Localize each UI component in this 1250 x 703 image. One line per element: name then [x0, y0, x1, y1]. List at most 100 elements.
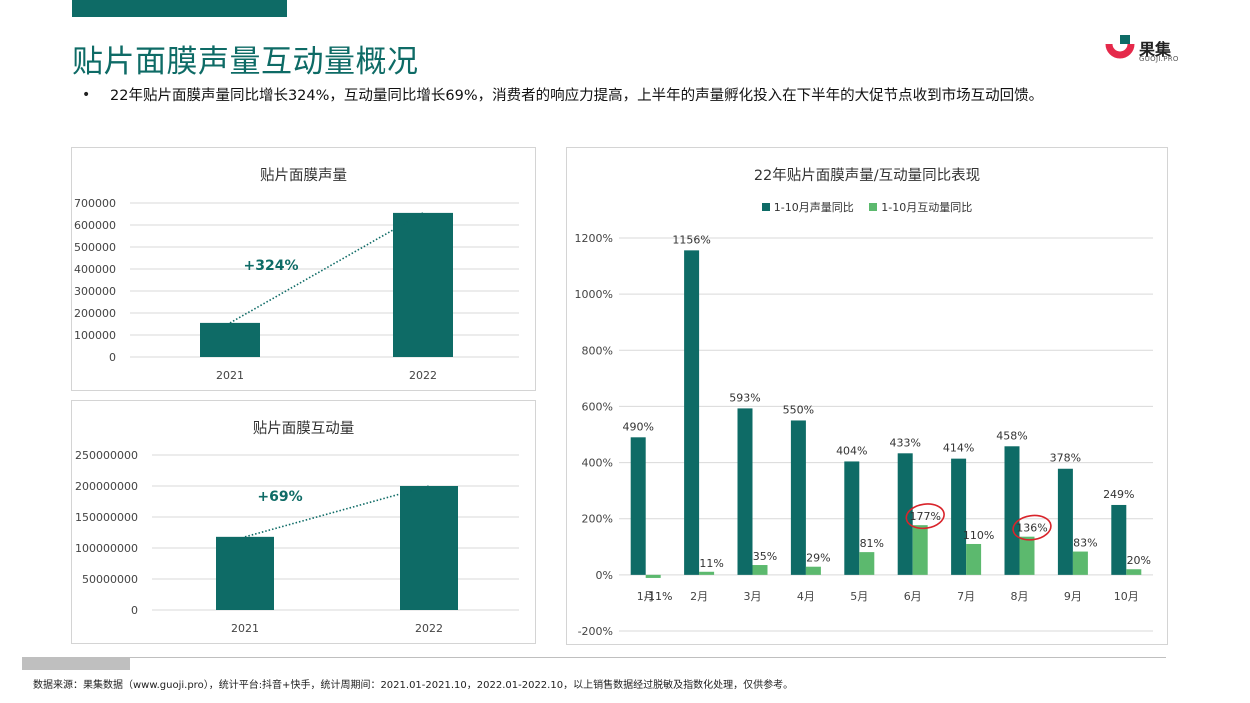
y-tick-label: 400000 [74, 263, 116, 276]
data-source-note: 数据来源：果集数据（www.guoji.pro），统计平台:抖音+快手，统计周期… [33, 680, 794, 691]
data-label: 458% [996, 429, 1027, 442]
bar [216, 536, 274, 610]
y-tick-label: 300000 [74, 285, 116, 298]
header-accent-bar [72, 0, 287, 17]
y-tick-label: 0 [131, 604, 138, 617]
growth-annotation: +324% [244, 258, 299, 274]
footer-divider [130, 657, 1166, 658]
x-tick-label: 8月 [1011, 590, 1029, 603]
x-tick-label: 9月 [1064, 590, 1082, 603]
chart-title: 22年贴片面膜声量/互动量同比表现 [753, 168, 981, 184]
legend-label: 1-10月互动量同比 [881, 201, 973, 214]
bar-interaction-yoy [966, 543, 982, 575]
x-tick-label: 2月 [690, 590, 708, 603]
volume-chart: 0 100000 200000 300000 400000 500000 600000 700… [74, 197, 519, 382]
bar-interaction-yoy [752, 565, 768, 575]
bar-volume-yoy [897, 453, 913, 575]
chart-panel-interaction: 贴片面膜互动量 0 50000000 100000000 150000000 20000… [71, 400, 536, 644]
bullet-icon: • [82, 87, 91, 103]
bar-volume-yoy [684, 250, 700, 575]
bar-interaction-yoy [1126, 569, 1142, 575]
bar-volume-yoy [630, 437, 646, 575]
trend-line [244, 485, 430, 538]
legend-label: 1-10月声量同比 [773, 201, 854, 214]
chart-panel-volume: 贴片面膜声量 0 100000 200000 300000 400000 500000 60… [71, 147, 536, 391]
brand-domain: GUOJI.PRO [1139, 55, 1179, 63]
highlight-circle [1012, 514, 1052, 541]
summary-text: 22年贴片面膜声量同比增长324%，互动量同比增长69%，消费者的响应力提高，上… [110, 88, 1044, 104]
y-tick-label: 150000000 [75, 511, 138, 524]
yoy-chart: -200% 0% 200% 400% 600% 800% 1000% 1200% 490% -11… [575, 232, 1153, 638]
brand-logo: 果集 GUOJI.PRO [1105, 34, 1190, 66]
data-label: 378% [1050, 452, 1081, 465]
y-tick-label: 400% [582, 457, 613, 470]
data-label: 550% [783, 403, 814, 416]
data-label: 593% [729, 391, 760, 404]
data-label: 11% [699, 557, 723, 570]
y-tick-label: 200% [582, 513, 613, 526]
data-label: 136% [1016, 522, 1047, 535]
y-tick-label: 200000 [74, 307, 116, 320]
footer-accent-bar [22, 657, 130, 670]
bar-interaction-yoy [645, 574, 661, 578]
x-tick-label: 10月 [1114, 590, 1139, 603]
x-tick-label: 2022 [409, 369, 437, 382]
y-tick-label: 250000000 [75, 449, 138, 462]
x-tick-label: 3月 [744, 590, 762, 603]
y-tick-label: 200000000 [75, 480, 138, 493]
bar-volume-yoy [844, 461, 860, 575]
bar [393, 212, 453, 357]
x-tick-label: 2021 [231, 622, 259, 635]
interaction-chart: 0 50000000 100000000 150000000 200000000 2500… [75, 449, 519, 635]
x-tick-label: 4月 [797, 590, 815, 603]
y-tick-label: -200% [578, 625, 613, 638]
bar-interaction-yoy [912, 525, 928, 575]
bar-volume-yoy [951, 458, 967, 575]
y-tick-label: 600000 [74, 219, 116, 232]
chart-title: 贴片面膜互动量 [252, 421, 355, 437]
y-tick-label: 0 [109, 351, 116, 364]
chart-title: 贴片面膜声量 [260, 168, 347, 184]
y-tick-label: 500000 [74, 241, 116, 254]
bar-volume-yoy [790, 420, 806, 575]
bar [200, 322, 260, 357]
data-label: 249% [1103, 488, 1134, 501]
data-label: 490% [622, 420, 653, 433]
y-tick-label: 100000 [74, 329, 116, 342]
y-tick-label: 1000% [575, 288, 613, 301]
y-tick-label: 100000000 [75, 542, 138, 555]
bar-volume-yoy [1057, 468, 1073, 575]
x-tick-label: 7月 [957, 590, 975, 603]
bar-interaction-yoy [859, 552, 875, 575]
brand-name: 果集 [1139, 40, 1172, 59]
bar-interaction-yoy [1072, 551, 1088, 575]
y-tick-label: 800% [582, 344, 613, 357]
data-label: 29% [806, 552, 830, 565]
bar-volume-yoy [1111, 504, 1127, 575]
data-label: 83% [1073, 537, 1097, 550]
x-tick-label: 2021 [216, 369, 244, 382]
growth-annotation: +69% [257, 489, 302, 505]
y-tick-label: 600% [582, 400, 613, 413]
bar-interaction-yoy [805, 566, 821, 575]
bar-volume-yoy [737, 408, 753, 575]
x-tick-label: 1月 [637, 590, 655, 603]
bar-interaction-yoy [1019, 536, 1035, 575]
chart-panel-yoy: 22年贴片面膜声量/互动量同比表现 1-10月声量同比 1-10月互动量同比 -… [566, 147, 1168, 645]
y-tick-label: 0% [596, 569, 613, 582]
bar-volume-yoy [1004, 446, 1020, 575]
data-label: 177% [909, 510, 940, 523]
chart-legend: 1-10月声量同比 1-10月互动量同比 [567, 199, 1167, 215]
y-tick-label: 50000000 [82, 573, 138, 586]
y-tick-label: 1200% [575, 232, 613, 245]
data-label: 35% [753, 550, 777, 563]
x-tick-label: 6月 [904, 590, 922, 603]
y-tick-label: 700000 [74, 197, 116, 210]
data-label: 110% [963, 529, 994, 542]
page-title: 贴片面膜声量互动量概况 [72, 44, 419, 80]
highlight-circle [905, 503, 945, 530]
legend-item-interaction: 1-10月互动量同比 [869, 199, 972, 215]
legend-item-volume: 1-10月声量同比 [761, 199, 854, 215]
bar [400, 486, 458, 610]
data-label: 433% [889, 436, 920, 449]
